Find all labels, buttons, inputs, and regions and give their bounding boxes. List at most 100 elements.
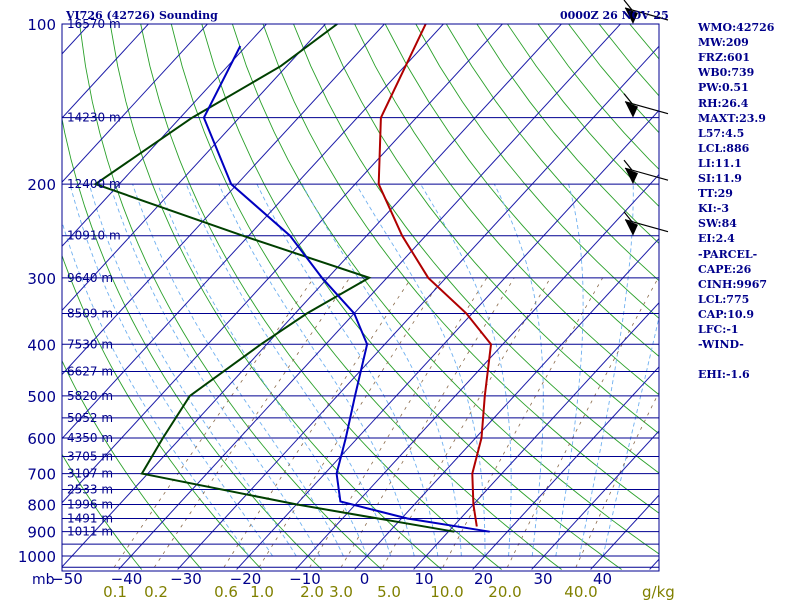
barb-staff	[624, 7, 669, 21]
isotherm	[62, 24, 327, 312]
barb-staff	[624, 167, 669, 181]
dry-adiabat	[170, 24, 562, 570]
pressure-tick-800: 800	[27, 496, 56, 514]
wind-barb-150	[623, 93, 669, 118]
height-label: 12400 m	[67, 177, 121, 191]
pressure-tick-200: 200	[27, 176, 56, 194]
moist-adiabat	[132, 183, 344, 557]
dry-adiabat	[62, 453, 143, 570]
dewpoint-trace	[93, 24, 455, 533]
barb-pennant	[625, 8, 638, 24]
index-item: MW:209	[698, 36, 749, 50]
isotherm	[0, 0, 19, 569]
temperature-tick: 30	[533, 570, 552, 588]
index-item: CAP:10.9	[698, 307, 755, 321]
pressure-tick-500: 500	[27, 388, 56, 406]
index-item: SI:11.9	[698, 172, 742, 185]
height-label: 1011 m	[67, 525, 113, 539]
mixing-ratio-tick: 0.6	[214, 583, 238, 600]
mixing-ratio-unit: g/kg	[642, 583, 675, 600]
pressure-tick-100: 100	[27, 16, 56, 34]
barb-feather	[623, 159, 633, 171]
isotherm	[62, 24, 504, 504]
barb-pennant	[625, 168, 638, 185]
mixing-ratio-line	[309, 277, 488, 568]
dry-adiabat	[79, 24, 383, 570]
mixing-ratio-line	[153, 277, 351, 568]
index-item: KI:-3	[698, 202, 729, 216]
mixing-ratio-line	[442, 277, 604, 568]
isotherm	[62, 24, 386, 376]
height-label: 10910 m	[67, 229, 121, 243]
height-label: 14230 m	[67, 111, 121, 125]
height-label: 1996 m	[67, 497, 113, 511]
height-label: 5820 m	[67, 389, 113, 403]
index-item: FRZ:601	[698, 51, 751, 65]
isotherm	[295, 173, 659, 570]
temperature-tick: 0	[360, 570, 370, 588]
dry-adiabat	[384, 24, 659, 357]
isotherm	[413, 302, 659, 570]
index-item: MAXT:23.9	[698, 111, 766, 125]
mixing-ratio-tick: 0.2	[144, 583, 168, 600]
index-item: CAPE:26	[698, 262, 752, 276]
dry-adiabat	[201, 24, 622, 570]
header-station: VI726 (42726) Sounding	[66, 9, 218, 22]
pressure-tick-600: 600	[27, 430, 56, 448]
sounding-traces	[93, 24, 493, 533]
barb-staff	[624, 219, 669, 233]
dry-adiabat	[764, 0, 800, 569]
height-label: 6627 m	[67, 365, 113, 379]
moist-adiabat	[578, 184, 634, 557]
dry-adiabat	[62, 359, 203, 570]
barb-staff	[624, 101, 669, 115]
mixing-ratio-line	[258, 277, 443, 568]
mixing-ratio-tick: 10.0	[430, 583, 463, 600]
mixing-ratio-line	[575, 391, 659, 568]
index-item: -WIND-	[698, 338, 744, 352]
isotherm	[354, 237, 659, 570]
mixing-ratio-tick: 0.1	[103, 583, 127, 600]
temperature-tick: −30	[170, 570, 202, 588]
isotherm	[472, 366, 659, 570]
temperature-trace	[377, 24, 493, 527]
pressure-tick-1000: 1000	[18, 548, 56, 566]
height-label: 2533 m	[67, 483, 113, 497]
background-grid	[62, 0, 800, 570]
mixing-ratio-tick: 3.0	[329, 583, 353, 600]
index-item: EHI:-1.6	[698, 368, 750, 382]
index-item: WB0:739	[698, 66, 755, 80]
index-item: -PARCEL-	[698, 247, 758, 261]
dry-adiabat	[476, 24, 659, 245]
index-item: PW:0.51	[698, 81, 749, 95]
height-label: 7530 m	[67, 337, 113, 351]
dry-adiabat	[293, 24, 659, 474]
pressure-tick-400: 400	[27, 336, 56, 354]
temperature-tick: −40	[111, 570, 143, 588]
index-item: CINH:9967	[698, 277, 768, 291]
dry-adiabat	[109, 24, 442, 570]
height-label: 3107 m	[67, 467, 113, 481]
isotherm	[62, 24, 445, 440]
index-item: LFC:-1	[698, 323, 739, 336]
isotherm	[236, 109, 659, 570]
header-time: 0000Z 26 NOV 25	[560, 9, 669, 22]
pressure-tick-300: 300	[27, 270, 56, 288]
dry-adiabat	[262, 24, 659, 514]
plot-frame	[61, 23, 660, 572]
index-item: RH:26.4	[698, 96, 749, 110]
moist-adiabat	[420, 183, 512, 557]
mixing-ratio-line	[382, 277, 551, 568]
height-label: 5052 m	[67, 411, 113, 425]
isotherm	[62, 24, 209, 183]
barb-feather	[623, 211, 633, 223]
pressure-tick-900: 900	[27, 524, 56, 542]
index-item: L57:4.5	[698, 126, 745, 140]
dry-adiabat	[231, 24, 659, 555]
index-item: TT:29	[698, 187, 733, 201]
height-label: 9640 m	[67, 271, 113, 285]
moist-adiabat	[69, 183, 273, 557]
index-item: WMO:42726	[698, 21, 775, 34]
